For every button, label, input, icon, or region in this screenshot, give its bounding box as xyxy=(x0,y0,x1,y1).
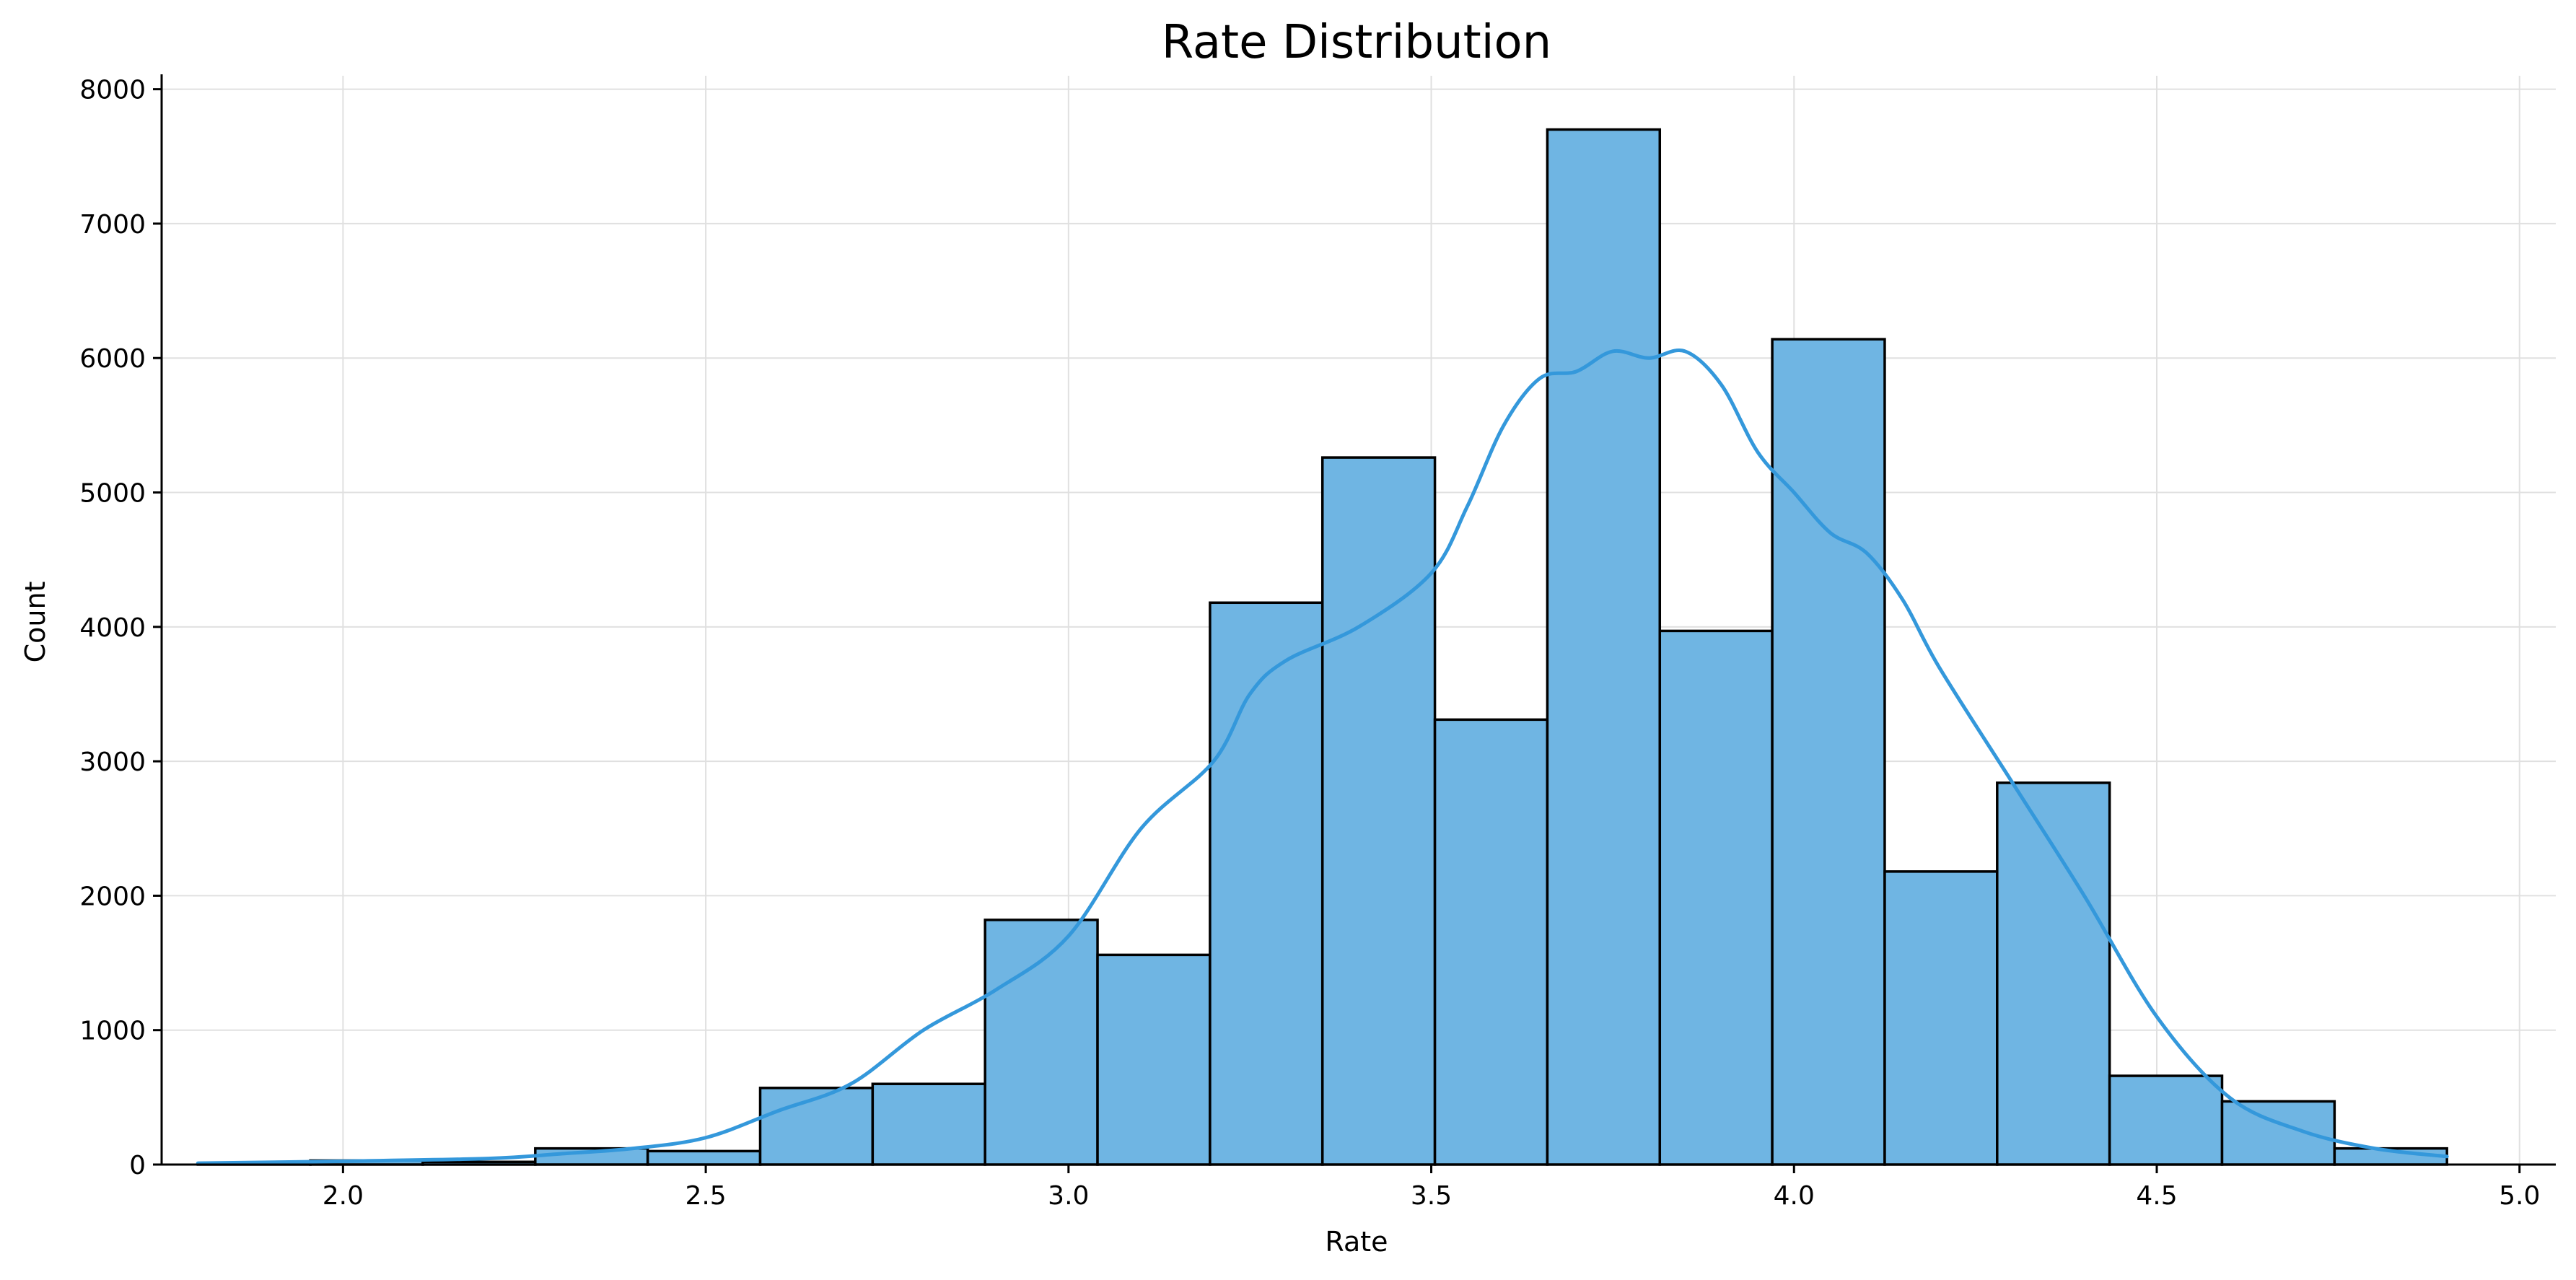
histogram-bar xyxy=(1209,601,1324,1166)
histogram-bar xyxy=(1096,953,1212,1166)
histogram-bar xyxy=(1433,718,1549,1166)
histogram-bar xyxy=(1883,870,1999,1166)
y-tick-label: 2000 xyxy=(79,882,146,911)
y-axis-label: Count xyxy=(19,582,51,663)
y-tick-label: 1000 xyxy=(79,1017,146,1046)
chart-title: Rate Distribution xyxy=(1162,16,1551,69)
histogram-bar xyxy=(1771,338,1886,1166)
histogram-bars xyxy=(196,128,2448,1166)
kde-curve-layer xyxy=(196,349,2449,1165)
x-tick-label: 5.0 xyxy=(2499,1181,2540,1211)
x-tick-label: 2.5 xyxy=(685,1181,726,1211)
x-tick-label: 3.0 xyxy=(1048,1181,1089,1211)
histogram-bar xyxy=(983,919,1099,1166)
kde-curve xyxy=(196,349,2449,1165)
y-tick-label: 7000 xyxy=(79,210,146,240)
x-axis-label: Rate xyxy=(1325,1226,1388,1258)
y-tick-label: 4000 xyxy=(79,613,146,643)
histogram-bar xyxy=(1996,781,2111,1166)
histogram-bar xyxy=(1658,629,1774,1166)
x-tick-label: 2.0 xyxy=(323,1181,364,1211)
histogram-bar xyxy=(871,1082,986,1166)
x-tick-label: 4.0 xyxy=(1774,1181,1815,1211)
y-tick-label: 0 xyxy=(129,1151,146,1180)
histogram-bar xyxy=(2220,1100,2336,1166)
histogram-bar xyxy=(646,1149,762,1166)
histogram-bar xyxy=(758,1087,875,1166)
y-tick-label: 3000 xyxy=(79,748,146,777)
histogram-bar xyxy=(1320,456,1437,1166)
y-tick-label: 5000 xyxy=(79,479,146,509)
histogram-bar xyxy=(1546,128,1662,1166)
x-tick-label: 3.5 xyxy=(1411,1181,1452,1211)
y-tick-label: 8000 xyxy=(79,76,146,105)
histogram-bar xyxy=(2108,1074,2224,1166)
x-tick-label: 4.5 xyxy=(2136,1181,2177,1211)
tick-labels: 2.0 2.5 3.0 3.5 4.0 4.5 5.0 0 1000 2000 3000 4000 50… xyxy=(79,76,2540,1211)
y-tick-label: 6000 xyxy=(79,344,146,374)
